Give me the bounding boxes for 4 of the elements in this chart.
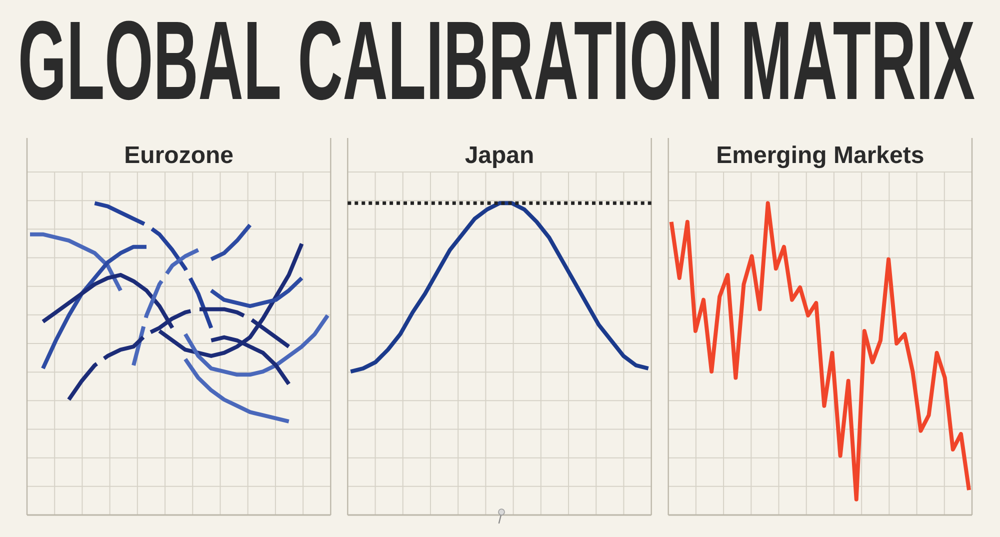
chart-title: Japan [464,142,534,169]
chart-title: Emerging Markets [716,142,924,169]
chart-title: GLOBAL CALIBRATION MATRIX [18,0,976,124]
chart-subtitle: Eurozone [124,142,234,169]
